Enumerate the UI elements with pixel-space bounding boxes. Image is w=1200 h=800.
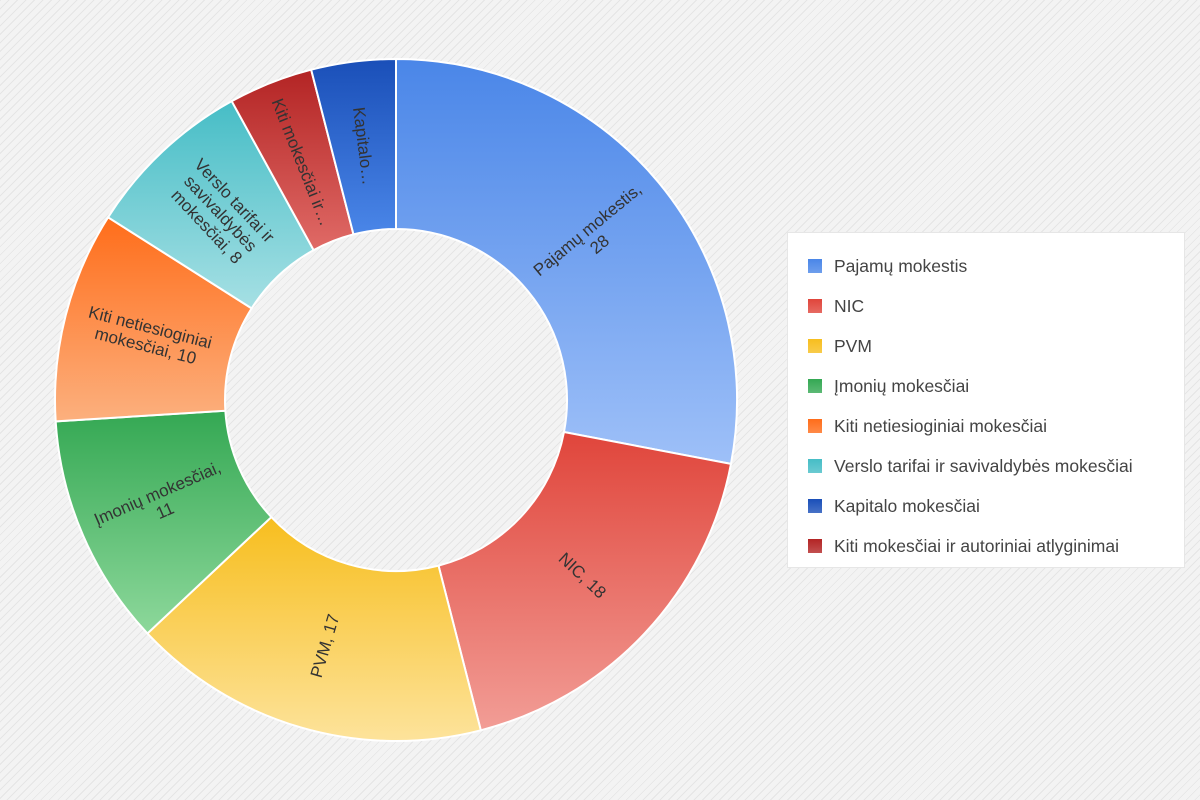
legend-item[interactable]: NIC [808, 286, 1184, 326]
legend-label: Kiti netiesioginiai mokesčiai [834, 415, 1048, 436]
legend-swatch [808, 339, 822, 353]
legend-swatch [808, 299, 822, 313]
legend-label: Įmonių mokesčiai [834, 375, 970, 396]
legend-swatch [808, 459, 822, 473]
legend-item[interactable]: PVM [808, 326, 1184, 366]
legend-label: Kapitalo mokesčiai [834, 495, 980, 516]
donut-slice[interactable] [146, 515, 483, 742]
legend-swatch [808, 499, 822, 513]
legend-label: NIC [834, 295, 865, 316]
donut-slice[interactable] [54, 409, 273, 635]
legend-item[interactable]: Kiti mokesčiai ir autoriniai atlyginimai [808, 526, 1184, 566]
chart-legend: Pajamų mokestis NIC PVM Įmonių mokesčiai Kit… [787, 232, 1185, 568]
legend-swatch [808, 419, 822, 433]
legend-item[interactable]: Verslo tarifai ir savivaldybės mokesčiai [808, 446, 1184, 486]
legend-label: Kiti mokesčiai ir autoriniai atlyginimai [834, 535, 1119, 556]
legend-label: Verslo tarifai ir savivaldybės mokesčiai [834, 455, 1133, 476]
donut-slice[interactable] [395, 57, 738, 466]
legend-label: PVM [834, 335, 872, 356]
legend-label: Pajamų mokestis [834, 255, 968, 276]
legend-item[interactable]: Kiti netiesioginiai mokesčiai [808, 406, 1184, 446]
donut-slice[interactable] [309, 57, 397, 236]
legend-item[interactable]: Kapitalo mokesčiai [808, 486, 1184, 526]
legend-item[interactable]: Pajamų mokestis [808, 246, 1184, 286]
legend-swatch [808, 259, 822, 273]
legend-swatch [808, 539, 822, 553]
donut-slice[interactable] [437, 430, 733, 732]
legend-swatch [808, 379, 822, 393]
legend-item[interactable]: Įmonių mokesčiai [808, 366, 1184, 406]
